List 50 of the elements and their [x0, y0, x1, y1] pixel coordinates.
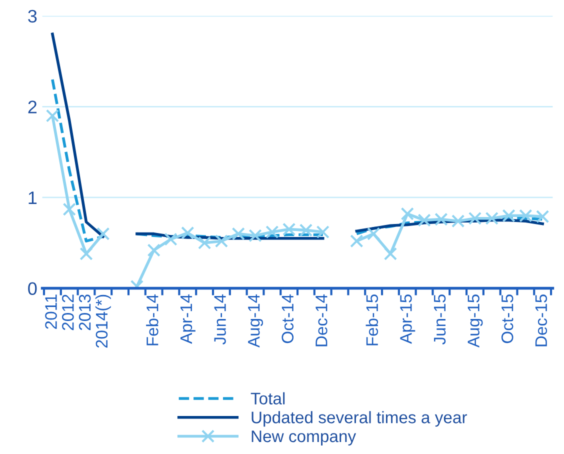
point [485, 212, 498, 225]
y-tick-label: 3 [28, 10, 37, 23]
point [468, 212, 482, 225]
point [232, 227, 245, 240]
x-tick-label: Feb-15 [366, 294, 378, 346]
x-tick-label: Apr-14 [180, 294, 196, 344]
point [451, 214, 465, 228]
legend-label: Total [250, 392, 285, 404]
point [46, 109, 60, 122]
point [299, 224, 313, 237]
point [147, 244, 160, 257]
y-tick-label: 0 [28, 282, 37, 296]
legend-label: Updated several times a year [252, 411, 467, 427]
y-tick-label: 1 [28, 192, 37, 204]
x-tick-label: Feb-14 [146, 294, 158, 346]
legend-label: New company [252, 430, 356, 446]
x-tick-label: Jun-15 [434, 294, 446, 345]
x-tick-label: Jun-14 [214, 294, 226, 345]
point [198, 236, 212, 250]
point [502, 209, 516, 222]
x-tick-label: Dec-15 [535, 294, 548, 346]
point [536, 210, 550, 224]
x-tick-label: 2011 [45, 294, 57, 329]
x-tick-label: Apr-15 [400, 294, 416, 344]
point [96, 227, 110, 240]
x-tick-label: 2012 [62, 294, 74, 330]
x-tick-label: 2013 [78, 294, 91, 330]
point [400, 207, 414, 220]
x-tick-label: Oct-14 [282, 294, 294, 344]
x-tick-label: Oct-15 [501, 294, 514, 344]
point [164, 232, 178, 246]
point [181, 226, 194, 240]
x-tick-label: Aug-15 [468, 294, 483, 348]
point [62, 202, 76, 216]
point [80, 247, 93, 260]
point [519, 209, 532, 222]
y-tick-label: 2 [28, 100, 37, 114]
x-tick-label: 2014(*) [95, 294, 111, 348]
point [316, 225, 330, 239]
x-tick-label: Dec-14 [316, 294, 328, 346]
point [350, 234, 364, 248]
x-tick-label: Aug-14 [248, 294, 264, 348]
point [384, 247, 398, 260]
point [366, 227, 380, 240]
point [434, 212, 448, 226]
point [418, 214, 431, 227]
point [266, 225, 279, 239]
point [214, 234, 228, 248]
point [282, 222, 296, 236]
point [248, 229, 262, 242]
